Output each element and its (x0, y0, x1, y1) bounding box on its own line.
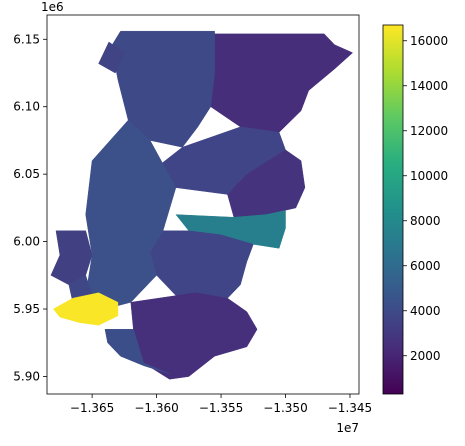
y-tick-label: 5.90 (13, 369, 40, 383)
x-tick-label: −1.360 (134, 401, 178, 415)
x-axis-ticks: −1.365 −1.360 −1.355 −1.350 −1.345 (70, 394, 372, 415)
y-tick-label: 6.00 (13, 235, 40, 249)
x-tick-label: −1.355 (199, 401, 243, 415)
colorbar-ticks: 2000 4000 6000 8000 10000 12000 14000 16000 (403, 34, 448, 363)
y-offset-label: 1e6 (41, 0, 64, 14)
y-axis-ticks: 5.90 5.95 6.00 6.05 6.10 6.15 (13, 32, 47, 383)
colorbar-tick-label: 2000 (410, 349, 441, 363)
y-tick-label: 5.95 (13, 302, 40, 316)
colorbar-gradient (383, 25, 403, 394)
colorbar-tick-label: 16000 (410, 34, 448, 48)
y-tick-label: 6.10 (13, 100, 40, 114)
region-southwest-highlight (53, 292, 119, 326)
x-tick-label: −1.345 (328, 401, 372, 415)
region-north-east (210, 33, 354, 133)
colorbar-frame (382, 24, 404, 395)
colorbar-tick-label: 6000 (410, 259, 441, 273)
x-offset-label: 1e7 (336, 421, 359, 435)
region-south-east (149, 230, 254, 303)
region-north-strip (98, 41, 125, 74)
colorbar-tick-label: 8000 (410, 214, 441, 228)
x-tick-label: −1.365 (70, 401, 114, 415)
y-tick-label: 6.05 (13, 167, 40, 181)
colorbar-tick-label: 14000 (410, 79, 448, 93)
map-axes-frame (46, 14, 360, 395)
region-south-west (104, 329, 170, 375)
map-regions (50, 30, 354, 380)
colorbar-tick-label: 12000 (410, 124, 448, 138)
colorbar-tick-label: 4000 (410, 304, 441, 318)
y-tick-label: 6.15 (13, 32, 40, 46)
colorbar-tick-label: 10000 (410, 169, 448, 183)
x-tick-label: −1.350 (263, 401, 307, 415)
